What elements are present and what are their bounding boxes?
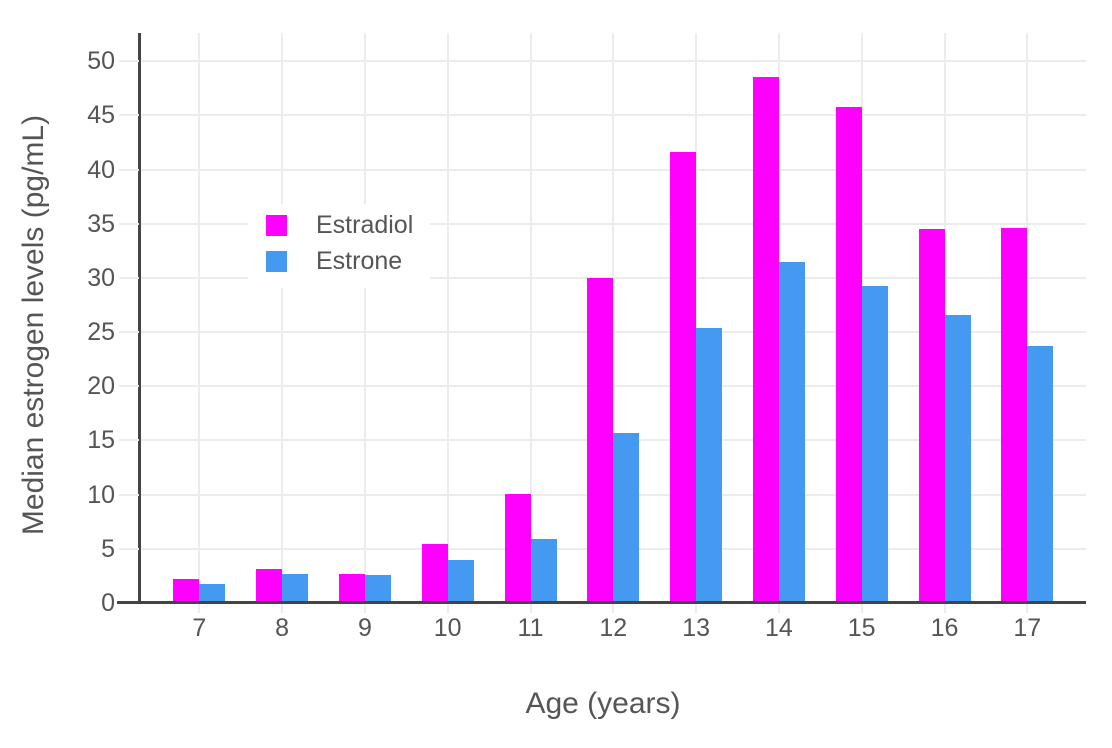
y-tick-35: [119, 222, 139, 225]
bar-estradiol-age-12[interactable]: [587, 277, 614, 603]
y-tick-40: [119, 168, 139, 171]
x-tick-7: [198, 604, 201, 613]
bar-estrone-age-10[interactable]: [447, 559, 474, 603]
bar-estradiol-age-9[interactable]: [338, 573, 365, 603]
bar-estrone-age-9[interactable]: [364, 574, 391, 603]
bar-estrone-age-13[interactable]: [696, 327, 723, 603]
y-gridline-30: [139, 276, 1086, 279]
y-tick-25: [119, 331, 139, 334]
x-axis-title: Age (years): [525, 687, 681, 720]
legend-swatch-estradiol: [266, 215, 287, 236]
legend-item-estradiol[interactable]: Estradiol: [266, 211, 414, 239]
bar-estradiol-age-11[interactable]: [504, 493, 531, 603]
y-tick-label-20: 20: [87, 372, 115, 401]
bar-estradiol-age-13[interactable]: [670, 152, 697, 603]
y-tick-20: [119, 385, 139, 388]
y-tick-label-0: 0: [101, 589, 115, 617]
x-tick-label-9: 9: [357, 614, 372, 642]
x-tick-10: [446, 604, 449, 613]
bar-estrone-age-11[interactable]: [530, 539, 557, 603]
bar-estradiol-age-7[interactable]: [173, 579, 200, 603]
y-gridline-45: [139, 114, 1086, 117]
y-tick-30: [119, 276, 139, 279]
x-tick-label-14: 14: [764, 614, 793, 642]
x-gridline-17: [1026, 33, 1029, 603]
x-tick-label-12: 12: [599, 614, 628, 642]
legend-label-estrone: Estrone: [316, 247, 403, 275]
x-gridline-12: [612, 33, 615, 603]
x-tick-11: [529, 604, 532, 613]
x-gridline-7: [198, 33, 201, 603]
x-tick-15: [860, 604, 863, 613]
y-tick-label-40: 40: [87, 155, 115, 184]
y-tick-50: [119, 60, 139, 63]
x-tick-label-10: 10: [433, 614, 462, 642]
bar-estrone-age-16[interactable]: [944, 314, 971, 603]
x-tick-12: [612, 604, 615, 613]
y-tick-5: [119, 547, 139, 550]
legend-swatch-estrone: [266, 251, 287, 272]
x-gridline-10: [446, 33, 449, 603]
y-tick-15: [119, 439, 139, 442]
y-tick-label-10: 10: [87, 480, 115, 509]
x-tick-8: [281, 604, 284, 613]
y-tick-label-45: 45: [87, 101, 115, 130]
bar-estradiol-age-17[interactable]: [1001, 228, 1028, 603]
x-tick-13: [695, 604, 698, 613]
bar-estradiol-age-14[interactable]: [752, 77, 779, 603]
x-axis-line: [117, 601, 1086, 604]
y-tick-label-5: 5: [101, 534, 115, 563]
x-tick-label-17: 17: [1013, 614, 1042, 642]
bar-estradiol-age-15[interactable]: [835, 106, 862, 603]
x-gridline-11: [529, 33, 532, 603]
y-tick-45: [119, 114, 139, 117]
bar-estrone-age-14[interactable]: [778, 261, 805, 603]
x-tick-label-13: 13: [682, 614, 710, 642]
y-tick-label-35: 35: [87, 209, 115, 238]
bar-estrone-age-7[interactable]: [199, 583, 226, 603]
x-gridline-8: [281, 33, 284, 603]
x-gridline-13: [695, 33, 698, 603]
bar-estradiol-age-16[interactable]: [918, 229, 945, 603]
x-tick-label-7: 7: [192, 614, 207, 642]
y-tick-10: [119, 493, 139, 496]
x-tick-label-11: 11: [517, 614, 544, 642]
x-tick-14: [777, 604, 780, 613]
y-gridline-50: [139, 60, 1086, 63]
legend: Estradiol Estrone: [248, 204, 430, 288]
y-tick-label-50: 50: [87, 47, 115, 76]
x-tick-label-16: 16: [930, 614, 959, 642]
x-tick-label-8: 8: [275, 614, 290, 642]
x-tick-9: [363, 604, 366, 613]
plot-area: [139, 33, 1086, 603]
bar-estrone-age-15[interactable]: [861, 285, 888, 603]
bar-estrone-age-17[interactable]: [1027, 346, 1054, 603]
x-tick-17: [1026, 604, 1029, 613]
legend-item-estrone[interactable]: Estrone: [266, 247, 403, 275]
y-gridline-40: [139, 168, 1086, 171]
y-gridline-35: [139, 222, 1086, 225]
bar-estrone-age-8[interactable]: [282, 573, 309, 603]
bar-estradiol-age-8[interactable]: [256, 569, 283, 603]
y-tick-label-30: 30: [87, 263, 115, 292]
y-tick-label-15: 15: [87, 426, 115, 455]
x-tick-label-15: 15: [847, 614, 876, 642]
x-tick-16: [943, 604, 946, 613]
legend-label-estradiol: Estradiol: [316, 211, 414, 239]
bar-estradiol-age-10[interactable]: [421, 544, 448, 603]
y-tick-label-25: 25: [87, 318, 115, 347]
x-gridline-9: [363, 33, 366, 603]
bar-estrone-age-12[interactable]: [613, 432, 640, 603]
y-axis-line: [138, 33, 141, 603]
